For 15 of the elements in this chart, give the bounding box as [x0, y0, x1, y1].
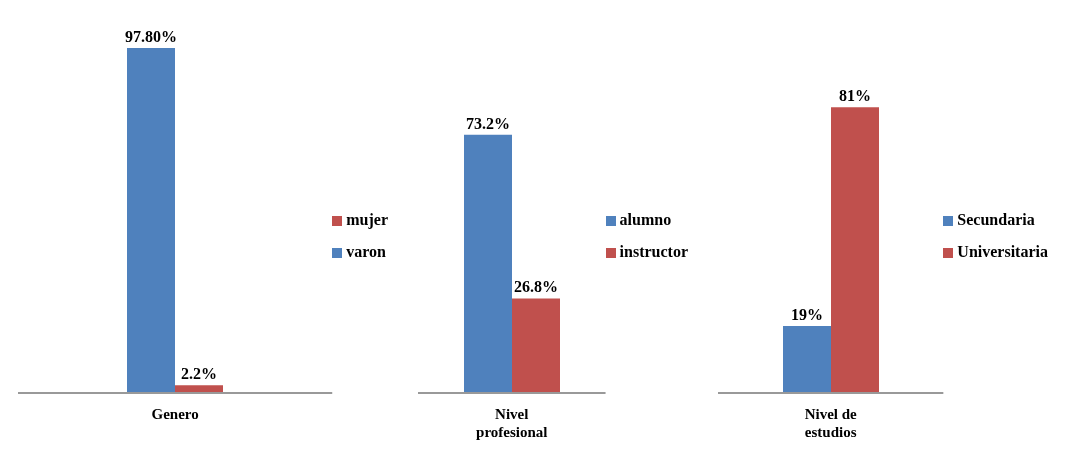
x-tick-label: Genero	[151, 406, 199, 422]
legend-label: instructor	[619, 242, 688, 260]
x-tick-label: Nivel de estudios	[804, 406, 858, 440]
data-label: 19%	[791, 305, 823, 323]
data-label: 97.80%	[125, 28, 177, 45]
legend-label: Universitaria	[957, 242, 1048, 260]
data-label: 81%	[839, 87, 871, 105]
legend-label: mujer	[346, 210, 388, 228]
data-label: 26.8%	[514, 278, 558, 296]
data-label: 73.2%	[466, 114, 510, 132]
legend-label: alumno	[619, 210, 672, 228]
legend-label: varon	[346, 242, 386, 260]
legend-label: Secundaria	[957, 210, 1035, 228]
data-label: 2.2%	[181, 365, 217, 383]
x-tick-label: Nivel profesional	[476, 406, 548, 440]
